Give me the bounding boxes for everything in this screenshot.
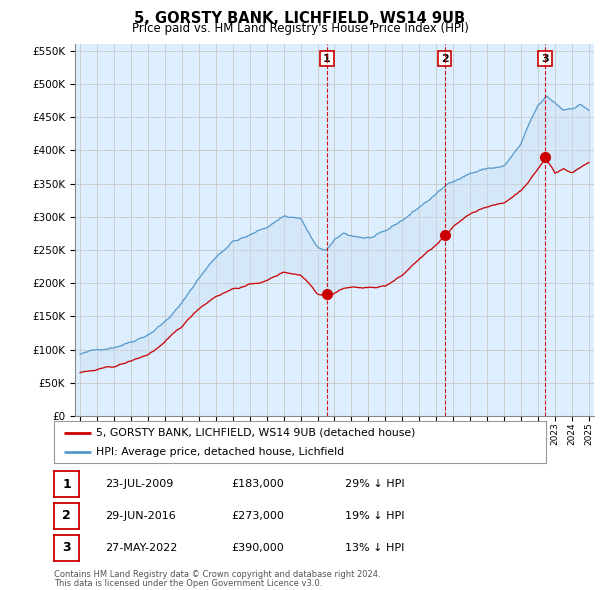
Text: 5, GORSTY BANK, LICHFIELD, WS14 9UB: 5, GORSTY BANK, LICHFIELD, WS14 9UB — [134, 11, 466, 25]
Text: £273,000: £273,000 — [231, 511, 284, 521]
Text: 3: 3 — [541, 54, 549, 64]
Text: 2: 2 — [441, 54, 449, 64]
Text: Contains HM Land Registry data © Crown copyright and database right 2024.: Contains HM Land Registry data © Crown c… — [54, 571, 380, 579]
Text: HPI: Average price, detached house, Lichfield: HPI: Average price, detached house, Lich… — [96, 447, 344, 457]
Text: Price paid vs. HM Land Registry's House Price Index (HPI): Price paid vs. HM Land Registry's House … — [131, 22, 469, 35]
Text: 29-JUN-2016: 29-JUN-2016 — [105, 511, 176, 521]
Text: 23-JUL-2009: 23-JUL-2009 — [105, 479, 173, 489]
Text: 19% ↓ HPI: 19% ↓ HPI — [345, 511, 404, 521]
Text: 5, GORSTY BANK, LICHFIELD, WS14 9UB (detached house): 5, GORSTY BANK, LICHFIELD, WS14 9UB (det… — [96, 428, 415, 438]
Text: This data is licensed under the Open Government Licence v3.0.: This data is licensed under the Open Gov… — [54, 579, 322, 588]
Text: 2: 2 — [62, 509, 71, 523]
Text: 1: 1 — [62, 477, 71, 491]
Text: 3: 3 — [62, 541, 71, 555]
Text: 13% ↓ HPI: 13% ↓ HPI — [345, 543, 404, 553]
Text: 29% ↓ HPI: 29% ↓ HPI — [345, 479, 404, 489]
Text: 1: 1 — [323, 54, 331, 64]
Text: £390,000: £390,000 — [231, 543, 284, 553]
Text: £183,000: £183,000 — [231, 479, 284, 489]
Text: 27-MAY-2022: 27-MAY-2022 — [105, 543, 178, 553]
